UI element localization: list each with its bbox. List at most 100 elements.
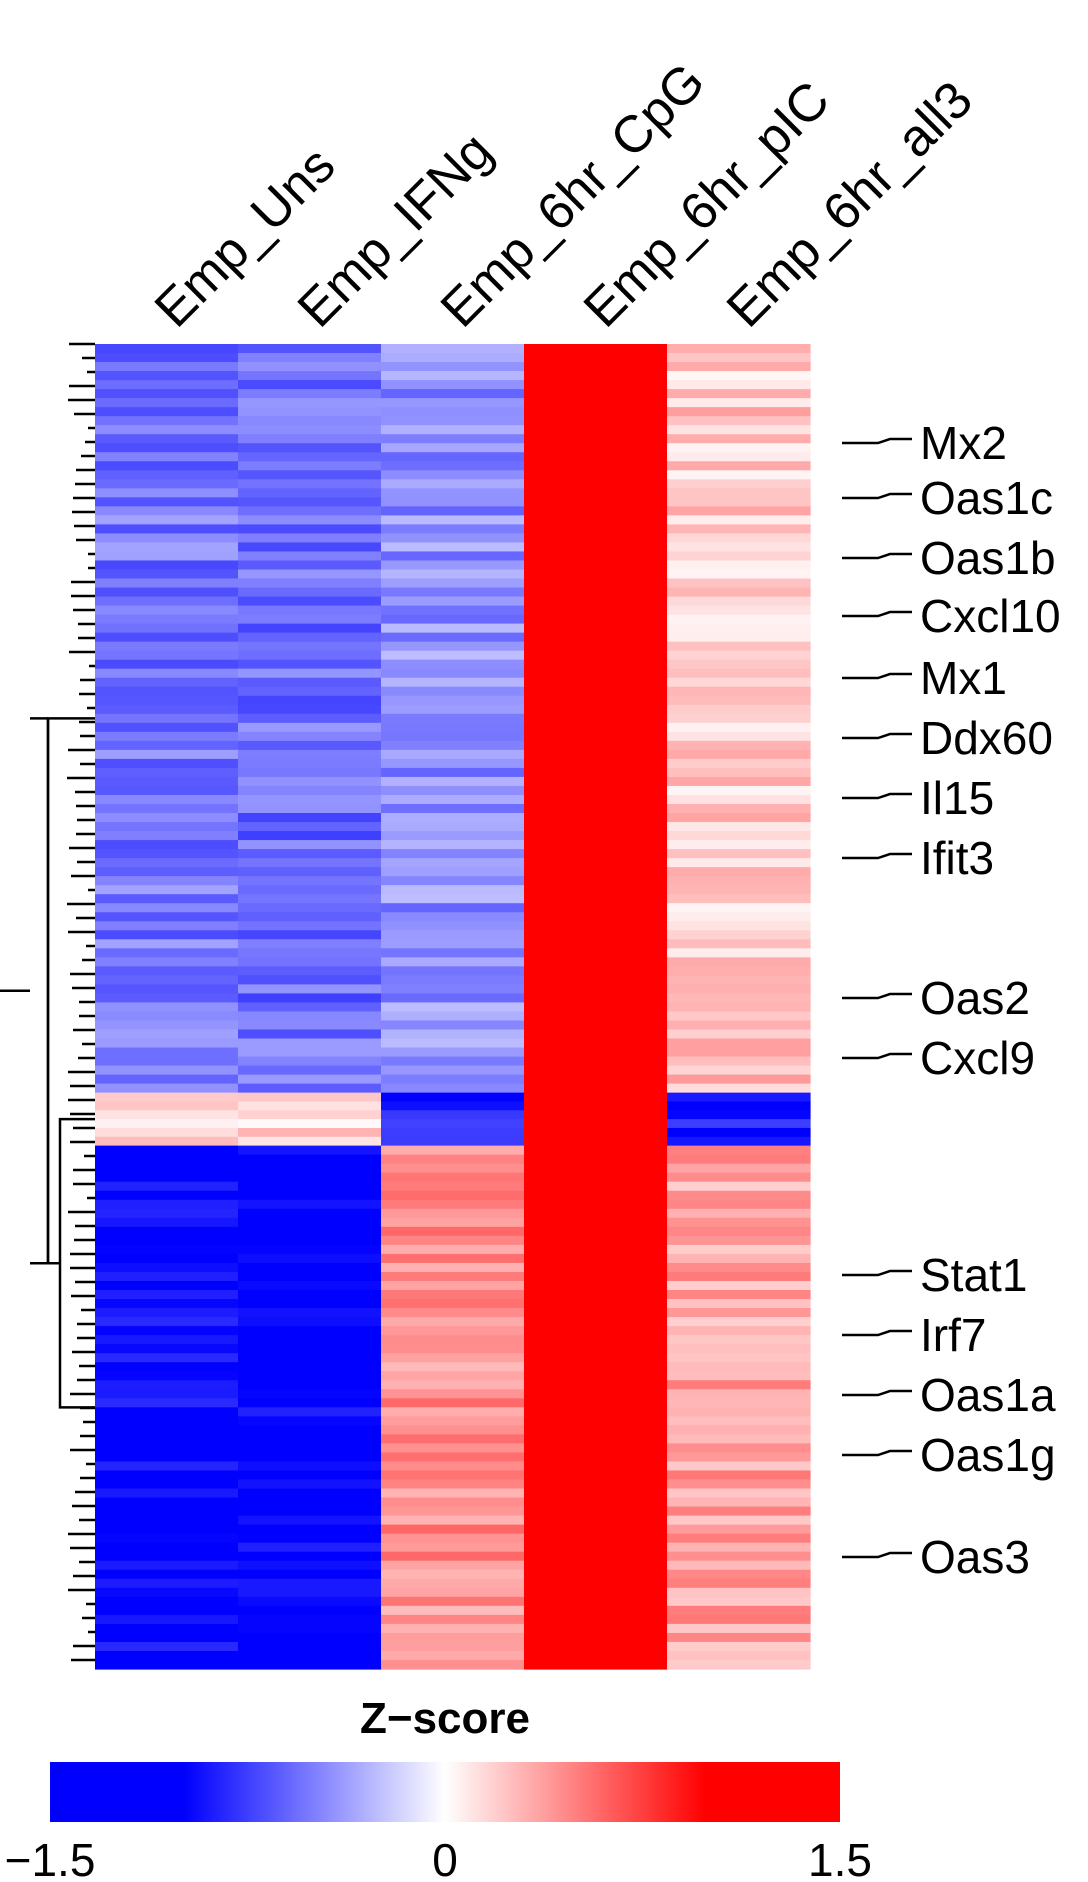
heatmap-cell bbox=[524, 840, 668, 850]
heatmap-cell bbox=[238, 921, 382, 931]
heatmap-cell bbox=[667, 1244, 811, 1255]
heatmap-cell bbox=[238, 605, 382, 616]
gene-connector bbox=[842, 1052, 912, 1060]
heatmap-cell bbox=[381, 975, 525, 985]
heatmap-cell bbox=[238, 1497, 382, 1508]
heatmap-cell bbox=[381, 704, 525, 715]
heatmap-cell bbox=[667, 596, 811, 607]
heatmap-cell bbox=[95, 1380, 239, 1390]
heatmap-cell bbox=[238, 1235, 382, 1246]
gene-label: Cxcl9 bbox=[920, 1032, 1035, 1084]
heatmap-cell bbox=[524, 605, 668, 616]
heatmap-cell bbox=[524, 1299, 668, 1309]
heatmap-cell bbox=[381, 1452, 525, 1463]
heatmap-cell bbox=[381, 1002, 525, 1013]
heatmap-cell bbox=[667, 1596, 811, 1607]
heatmap-cell bbox=[95, 695, 239, 706]
heatmap-cell bbox=[667, 1163, 811, 1174]
heatmap-cell bbox=[381, 497, 525, 507]
heatmap-cell bbox=[95, 650, 239, 661]
heatmap-cell bbox=[238, 1425, 382, 1435]
heatmap-cell bbox=[95, 1235, 239, 1246]
heatmap-cell bbox=[381, 479, 525, 489]
heatmap-cell bbox=[95, 1163, 239, 1174]
heatmap-cell bbox=[381, 867, 525, 877]
heatmap-cell bbox=[524, 1353, 668, 1363]
heatmap-cell bbox=[524, 930, 668, 940]
heatmap-cell bbox=[95, 1029, 239, 1040]
heatmap-cell bbox=[381, 1038, 525, 1049]
heatmap-cell bbox=[667, 569, 811, 580]
heatmap-cell bbox=[381, 1217, 525, 1228]
heatmap-cell bbox=[524, 632, 668, 643]
heatmap-cell bbox=[524, 1235, 668, 1246]
dendrogram-branch bbox=[30, 717, 48, 1265]
heatmap-cell bbox=[238, 416, 382, 426]
heatmap-cell bbox=[381, 1470, 525, 1481]
heatmap-cell bbox=[667, 506, 811, 516]
heatmap-cell bbox=[238, 1461, 382, 1472]
heatmap-cell bbox=[238, 1560, 382, 1571]
heatmap-cell bbox=[381, 758, 525, 769]
heatmap-cell bbox=[238, 596, 382, 607]
gene-label: Oas1b bbox=[920, 532, 1056, 584]
heatmap-cell bbox=[667, 1074, 811, 1085]
heatmap-cell bbox=[667, 1650, 811, 1661]
heatmap-cell bbox=[238, 542, 382, 553]
heatmap-cell bbox=[524, 542, 668, 553]
heatmap-cell bbox=[524, 1020, 668, 1031]
heatmap-cell bbox=[667, 1587, 811, 1598]
heatmap-cell bbox=[95, 1605, 239, 1616]
heatmap-cell bbox=[524, 1290, 668, 1300]
heatmap-cell bbox=[381, 614, 525, 625]
heatmap-cell bbox=[667, 1308, 811, 1318]
heatmap-cell bbox=[95, 362, 239, 372]
heatmap-cell bbox=[667, 1038, 811, 1049]
heatmap-cell bbox=[238, 1136, 382, 1147]
heatmap-cell bbox=[381, 461, 525, 471]
heatmap-cell bbox=[667, 1290, 811, 1300]
heatmap-cell bbox=[381, 1280, 525, 1291]
heatmap-cell bbox=[381, 1308, 525, 1318]
heatmap-cell bbox=[381, 794, 525, 805]
heatmap-cell bbox=[381, 1398, 525, 1408]
heatmap-cell bbox=[667, 668, 811, 679]
heatmap-cell bbox=[95, 1326, 239, 1336]
heatmap-cell bbox=[667, 632, 811, 643]
heatmap-cell bbox=[524, 1217, 668, 1228]
heatmap-cell bbox=[524, 1119, 668, 1129]
heatmap-cell bbox=[667, 1029, 811, 1040]
heatmap-cell bbox=[667, 876, 811, 886]
heatmap-cell bbox=[667, 984, 811, 995]
heatmap-cell bbox=[238, 371, 382, 381]
heatmap-cell bbox=[524, 1317, 668, 1327]
heatmap-cell bbox=[381, 993, 525, 1004]
heatmap-cell bbox=[667, 885, 811, 895]
gene-connector bbox=[842, 1449, 912, 1457]
heatmap-cell bbox=[524, 1344, 668, 1354]
heatmap-cell bbox=[524, 461, 668, 471]
heatmap-cell bbox=[667, 1488, 811, 1499]
heatmap-cell bbox=[667, 1217, 811, 1228]
heatmap-cell bbox=[381, 695, 525, 706]
heatmap-cell bbox=[95, 1226, 239, 1237]
heatmap-cell bbox=[238, 1326, 382, 1336]
heatmap-cell bbox=[667, 1614, 811, 1625]
heatmap-cell bbox=[667, 993, 811, 1004]
heatmap-cell bbox=[524, 1623, 668, 1634]
heatmap-cell bbox=[381, 1110, 525, 1120]
heatmap-cell bbox=[667, 362, 811, 372]
heatmap-cell bbox=[381, 1092, 525, 1103]
heatmap-cell bbox=[524, 1461, 668, 1472]
heatmap-cell bbox=[667, 677, 811, 688]
heatmap-cell bbox=[95, 1623, 239, 1634]
heatmap-cell bbox=[95, 1020, 239, 1031]
heatmap-cell bbox=[238, 362, 382, 372]
heatmap-cell bbox=[667, 416, 811, 426]
heatmap-cell bbox=[381, 1632, 525, 1643]
heatmap-cell bbox=[238, 713, 382, 724]
heatmap-cell bbox=[95, 785, 239, 796]
heatmap-cell bbox=[667, 903, 811, 913]
heatmap-cell bbox=[238, 749, 382, 760]
gene-label: Cxcl10 bbox=[920, 590, 1061, 642]
